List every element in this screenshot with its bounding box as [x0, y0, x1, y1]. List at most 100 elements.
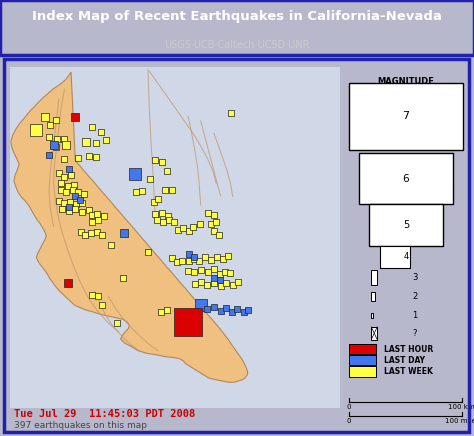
Point — [107, 242, 114, 249]
Point — [62, 189, 70, 196]
Point — [72, 192, 79, 199]
Point — [184, 319, 192, 326]
Point — [65, 204, 73, 211]
Point — [82, 231, 89, 238]
Point — [76, 197, 84, 204]
Point — [154, 196, 162, 203]
Point — [245, 306, 252, 313]
Point — [217, 283, 224, 290]
Point — [85, 207, 92, 214]
Point — [217, 307, 224, 314]
Point — [61, 173, 68, 180]
Point — [184, 267, 191, 274]
Point — [95, 293, 102, 300]
Point — [120, 230, 128, 237]
Point — [171, 218, 178, 225]
Text: LAST WEEK: LAST WEEK — [383, 367, 433, 376]
Point — [92, 139, 100, 146]
Point — [153, 217, 161, 224]
Point — [191, 281, 199, 288]
Point — [228, 109, 235, 116]
Point — [228, 308, 236, 315]
Text: 6: 6 — [403, 174, 410, 184]
Point — [185, 227, 192, 234]
Point — [210, 227, 218, 234]
Text: USGS·UCB·Caltech·UCSD·UNR: USGS·UCB·Caltech·UCSD·UNR — [164, 40, 310, 50]
Text: 397 earthquakes on this map: 397 earthquakes on this map — [14, 422, 147, 430]
Point — [57, 186, 65, 193]
Point — [53, 135, 61, 142]
Text: 5: 5 — [403, 220, 409, 230]
Point — [215, 231, 222, 238]
Point — [85, 153, 93, 160]
Point — [151, 156, 158, 163]
Point — [207, 221, 214, 228]
Point — [61, 135, 68, 142]
Bar — [371, 292, 375, 301]
Point — [204, 268, 212, 275]
Point — [240, 309, 247, 316]
Point — [150, 198, 157, 205]
Text: 0: 0 — [346, 418, 351, 424]
Point — [185, 258, 192, 265]
Point — [88, 291, 96, 298]
Point — [64, 280, 72, 287]
Point — [191, 255, 198, 262]
Point — [222, 280, 230, 287]
Bar — [369, 204, 443, 245]
Point — [69, 187, 76, 194]
Point — [72, 114, 79, 121]
Point — [219, 255, 227, 262]
Point — [197, 301, 205, 308]
Text: MAGNITUDE: MAGNITUDE — [378, 77, 435, 85]
Point — [65, 165, 73, 172]
Point — [88, 212, 96, 219]
Point — [191, 269, 198, 276]
Point — [61, 156, 68, 163]
Point — [197, 279, 205, 286]
Polygon shape — [11, 72, 247, 382]
Text: LAST DAY: LAST DAY — [383, 356, 425, 365]
Point — [88, 218, 96, 225]
Point — [221, 268, 229, 275]
Point — [201, 254, 209, 261]
Point — [67, 172, 75, 179]
Point — [55, 197, 63, 204]
Point — [92, 154, 100, 161]
Point — [74, 155, 82, 162]
Point — [102, 137, 109, 144]
Point — [32, 126, 39, 133]
Point — [132, 189, 140, 196]
Point — [113, 320, 121, 327]
Point — [213, 254, 221, 261]
Point — [74, 189, 82, 196]
Point — [189, 223, 197, 230]
Point — [210, 274, 218, 281]
Point — [88, 123, 96, 130]
Point — [222, 305, 230, 312]
Point — [180, 225, 187, 232]
Point — [146, 176, 154, 183]
Text: 100 km: 100 km — [448, 404, 474, 410]
Point — [204, 209, 212, 216]
Point — [65, 208, 73, 215]
Point — [71, 181, 78, 188]
Point — [179, 257, 186, 264]
Point — [53, 116, 60, 123]
Point — [78, 199, 86, 206]
Point — [57, 179, 65, 186]
Text: 0: 0 — [346, 404, 351, 410]
Point — [195, 257, 202, 264]
Bar — [349, 83, 463, 150]
Point — [227, 270, 234, 277]
Point — [216, 271, 223, 278]
Point — [100, 213, 108, 220]
Point — [210, 280, 218, 287]
Point — [173, 259, 181, 266]
Text: Index Map of Recent Earthquakes in California-Nevada: Index Map of Recent Earthquakes in Calif… — [32, 10, 442, 23]
Text: 7: 7 — [402, 111, 410, 121]
Point — [163, 167, 171, 174]
Point — [42, 114, 49, 121]
Point — [168, 186, 175, 193]
Point — [210, 212, 218, 219]
